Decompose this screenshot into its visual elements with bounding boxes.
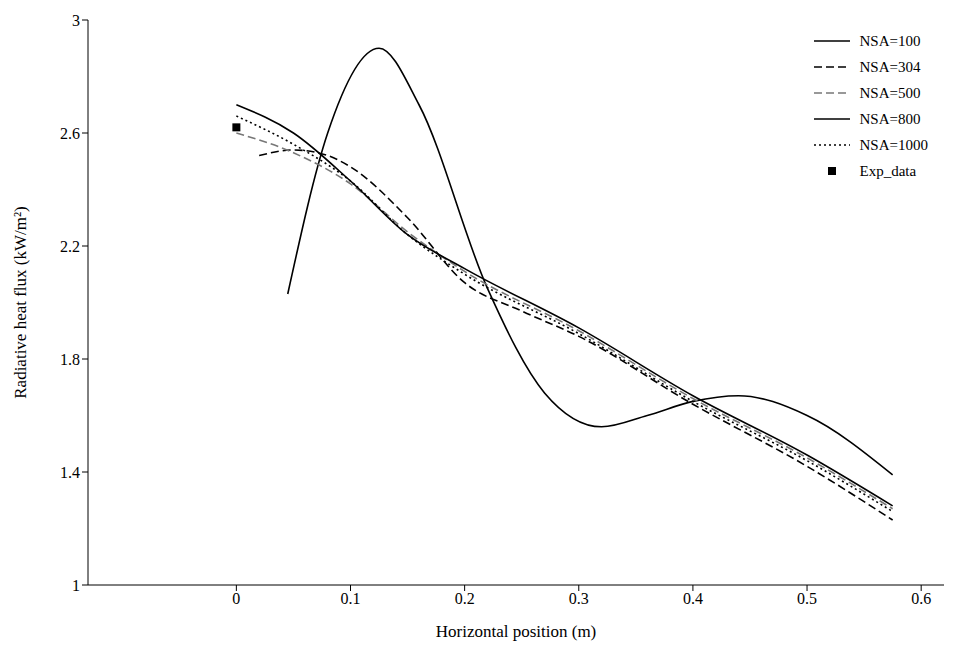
svg-text:1: 1: [72, 577, 80, 594]
html-text:Exp_data: Exp_data: [859, 163, 917, 179]
svg-text:0.4: 0.4: [683, 590, 703, 607]
svg-text:2.2: 2.2: [60, 238, 80, 255]
svg-text:Horizontal position (m): Horizontal position (m): [436, 622, 597, 641]
svg-text:0.1: 0.1: [341, 590, 361, 607]
svg-text:2.6: 2.6: [60, 125, 80, 142]
svg-text:1.8: 1.8: [60, 351, 80, 368]
svg-text:0.2: 0.2: [455, 590, 475, 607]
html-text:NSA=100: NSA=100: [859, 33, 921, 49]
html-text:NSA=800: NSA=800: [859, 111, 921, 127]
svg-text:0.3: 0.3: [569, 590, 589, 607]
svg-text:0.6: 0.6: [911, 590, 931, 607]
html-text:NSA=1000: NSA=1000: [859, 137, 928, 153]
html-text:NSA=304: NSA=304: [859, 59, 921, 75]
svg-text:3: 3: [72, 12, 80, 29]
svg-text:0.5: 0.5: [797, 590, 817, 607]
svg-text:0: 0: [232, 590, 240, 607]
html-text:NSA=500: NSA=500: [859, 85, 921, 101]
svg-text:Radiative heat flux (kW/m²): Radiative heat flux (kW/m²): [11, 206, 30, 399]
svg-text:1.4: 1.4: [60, 464, 80, 481]
